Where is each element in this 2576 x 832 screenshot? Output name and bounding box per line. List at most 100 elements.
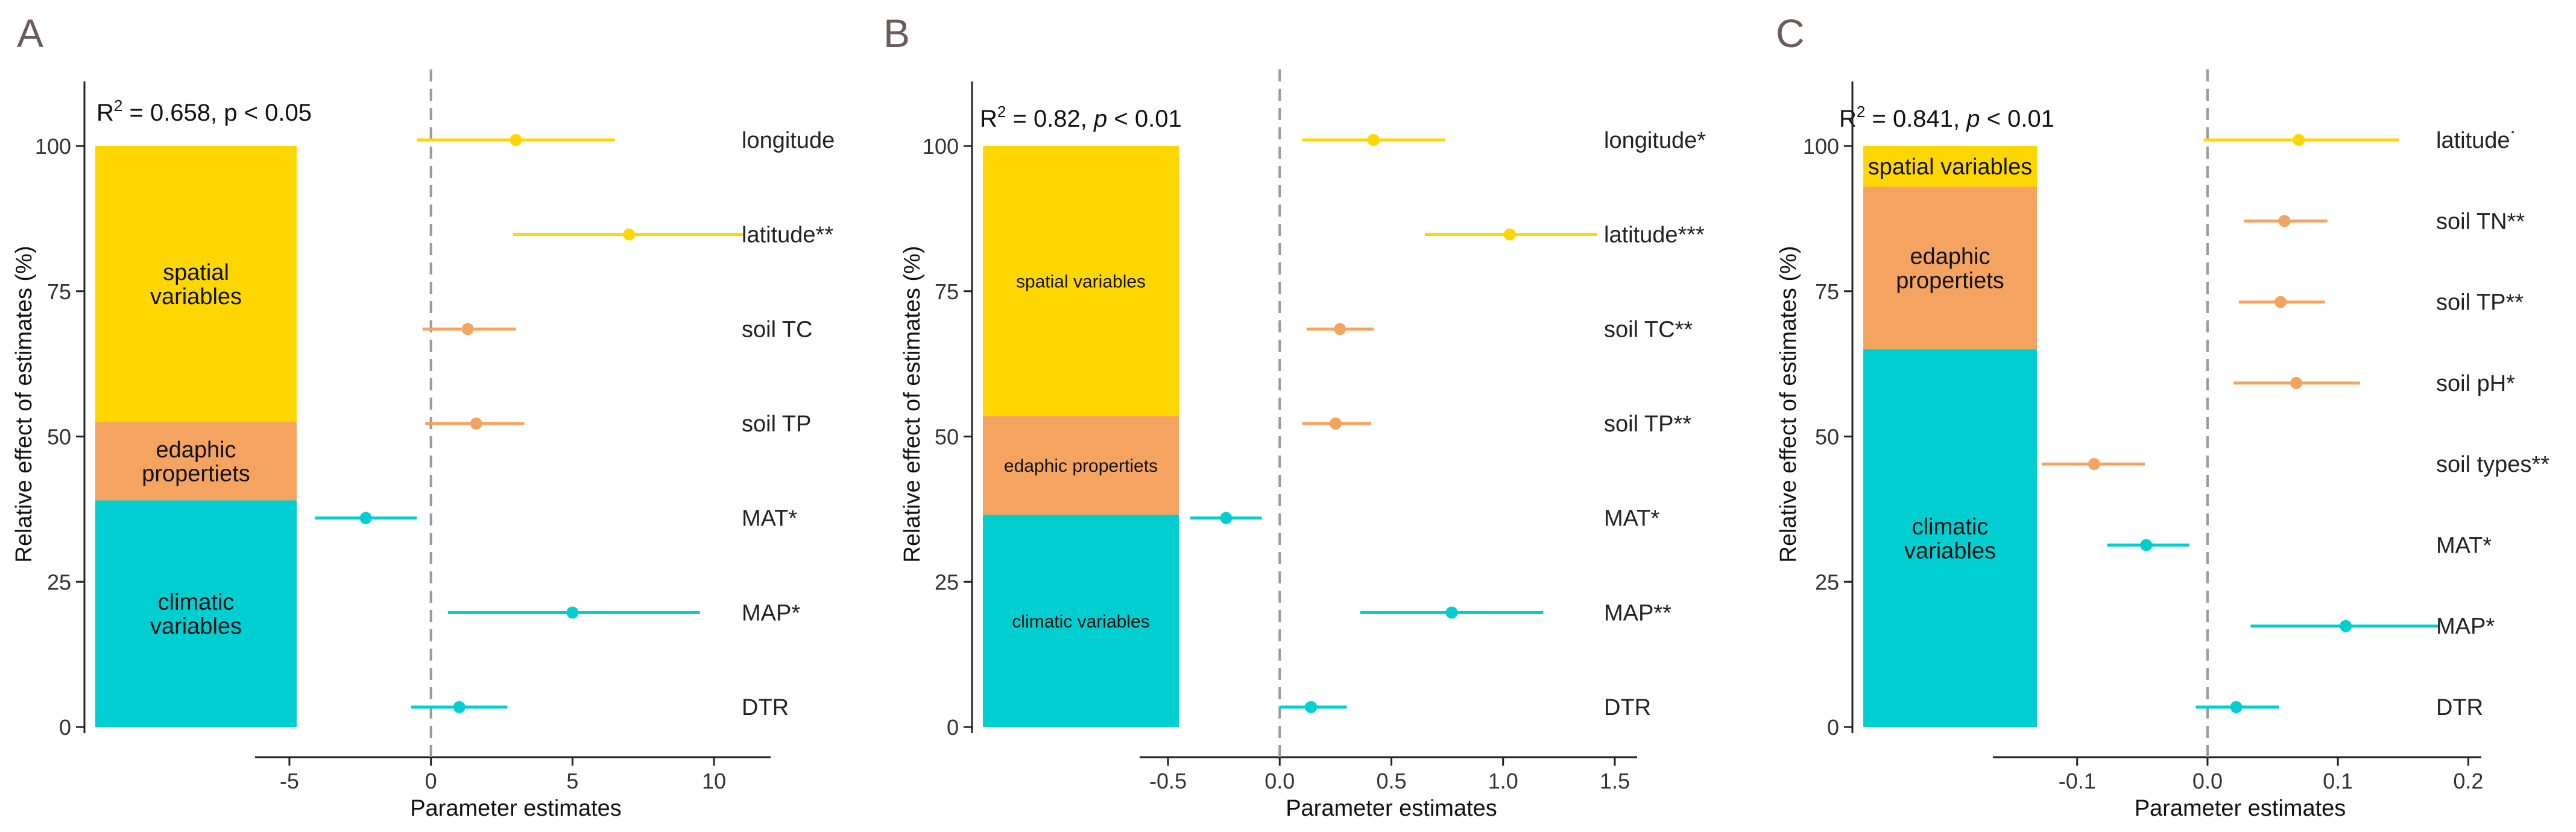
estimate-label: MAP** xyxy=(1604,600,1672,626)
x-tick-label: 0.0 xyxy=(2192,769,2223,793)
estimate-sig: ** xyxy=(1653,600,1672,626)
estimate-sig: ˙ xyxy=(2510,128,2518,153)
stat-p: p xyxy=(1093,106,1107,132)
estimate-label: latitude** xyxy=(742,223,833,248)
estimate-name: DTR xyxy=(2436,695,2483,720)
estimate-sig: * xyxy=(1650,506,1659,532)
bar-segment-label: spatial variables xyxy=(1868,154,2032,180)
stat-mid: = 0.82, xyxy=(1006,106,1094,132)
estimate-name: latitude xyxy=(1604,223,1678,248)
bar-segment-label: climatic xyxy=(158,590,235,615)
estimate-name: soil TP xyxy=(2436,290,2505,316)
stat-mid: = 0.658, xyxy=(122,100,224,126)
bar-segment-label: spatial variables xyxy=(1016,272,1146,291)
y-tick-label: 0 xyxy=(59,715,71,740)
estimate-name: soil TN xyxy=(2436,209,2507,234)
estimate-point xyxy=(2278,215,2291,227)
estimate-point xyxy=(2340,620,2352,632)
estimate-name: DTR xyxy=(742,695,789,720)
x-tick-label: -5 xyxy=(280,769,299,793)
y-tick-label: 75 xyxy=(1815,279,1839,304)
panel-c: C R2 = 0.841, p < 0.01 0 25 50 75 100 Relative … xyxy=(1776,11,2549,821)
estimate-label: DTR xyxy=(742,695,789,720)
estimate-name: DTR xyxy=(1604,695,1651,720)
panel-b: B R2 = 0.82, p < 0.01 0 25 50 75 100 Relative e… xyxy=(883,11,1706,821)
estimate-label: soil TC xyxy=(742,317,813,342)
estimate-label: DTR xyxy=(2436,695,2483,720)
estimate-label: longitude xyxy=(742,128,835,153)
estimate-point xyxy=(453,701,466,713)
bar-segment-label: variables xyxy=(150,614,242,639)
x-tick-label: 0.0 xyxy=(1264,769,1295,793)
x-tick-label: 10 xyxy=(702,769,726,793)
estimate-label: soil TP** xyxy=(1604,411,1691,437)
bar-segment-spatial xyxy=(1863,146,2037,187)
bar-segment-label: variables xyxy=(150,284,242,310)
estimate-label: MAP* xyxy=(742,600,800,626)
bar-segment-edaphic xyxy=(983,416,1179,515)
estimate-sig: * xyxy=(1697,128,1706,153)
y-tick-label: 25 xyxy=(1815,570,1839,594)
bar-segment-label: climatic variables xyxy=(1012,612,1149,632)
x-axis-label: Parameter estimates xyxy=(1286,796,1497,821)
estimate-sig: ** xyxy=(2505,290,2524,316)
estimate-point xyxy=(359,512,372,524)
estimate-label: soil pH* xyxy=(2436,371,2515,396)
estimate-sig: * xyxy=(2483,533,2492,558)
estimate-point xyxy=(1503,228,1516,241)
stat-p: p xyxy=(224,100,237,126)
estimate-name: MAP xyxy=(742,600,791,626)
estimate-name: latitude xyxy=(2436,128,2510,153)
x-axis-label: Parameter estimates xyxy=(410,796,622,821)
estimate-point xyxy=(1367,134,1380,146)
estimate-name: MAT xyxy=(1604,506,1650,532)
x-tick-label: 1.5 xyxy=(1600,769,1630,793)
estimate-label: soil TP xyxy=(742,411,811,437)
estimate-sig: ** xyxy=(1675,317,1693,342)
estimate-sig: * xyxy=(2506,371,2515,396)
stat-r: R xyxy=(96,100,114,126)
estimate-point xyxy=(1305,701,1318,713)
estimate-label: MAT* xyxy=(742,506,797,532)
estimate-point xyxy=(510,134,522,146)
estimate-name: soil pH xyxy=(2436,371,2506,396)
y-tick-label: 75 xyxy=(935,279,959,304)
x-tick-label: -0.5 xyxy=(1149,769,1187,793)
bar-segment-edaphic xyxy=(1863,186,2037,350)
y-tick-label: 100 xyxy=(1803,134,1839,159)
bar-segment-label: edaphic xyxy=(156,437,236,463)
estimate-label: latitude˙ xyxy=(2436,128,2518,153)
bar-segment-spatial xyxy=(983,146,1179,416)
bar-segment-climatic xyxy=(95,500,297,727)
x-tick-label: 0.1 xyxy=(2323,769,2353,793)
estimate-point xyxy=(1334,323,1346,335)
estimate-point xyxy=(623,228,636,241)
bar-segment-label: edaphic xyxy=(1910,244,1990,270)
x-tick-label: 0.5 xyxy=(1376,769,1406,793)
y-tick-label: 50 xyxy=(1815,425,1839,449)
estimate-sig: ** xyxy=(816,223,834,248)
y-tick-label: 0 xyxy=(947,715,959,740)
x-tick-label: 1.0 xyxy=(1488,769,1518,793)
stat-annotation: R2 = 0.82, p < 0.01 xyxy=(980,103,1182,132)
stat-p: p xyxy=(1966,106,1980,132)
estimate-point xyxy=(1445,606,1458,619)
y-tick-label: 50 xyxy=(47,425,71,449)
estimate-label: latitude*** xyxy=(1604,223,1705,248)
stat-sup: 2 xyxy=(114,97,122,115)
estimate-label: DTR xyxy=(1604,695,1651,720)
x-tick-label: 0 xyxy=(425,769,437,793)
estimate-label: soil types** xyxy=(2436,452,2549,477)
y-tick-label: 75 xyxy=(47,279,71,304)
stat-sup: 2 xyxy=(997,103,1006,121)
estimate-label: longitude* xyxy=(1604,128,1706,153)
y-axis-label: Relative effect of estimates (%) xyxy=(900,246,925,562)
estimate-point xyxy=(461,323,474,335)
estimate-point xyxy=(2290,376,2302,389)
bar-segment-label: edaphic propertiets xyxy=(1004,456,1158,476)
estimate-name: soil types xyxy=(2436,452,2531,477)
stat-post: < 0.01 xyxy=(1980,106,2054,132)
stat-sup: 2 xyxy=(1857,103,1865,121)
y-tick-label: 0 xyxy=(1827,715,1839,740)
x-tick-label: 5 xyxy=(566,769,578,793)
